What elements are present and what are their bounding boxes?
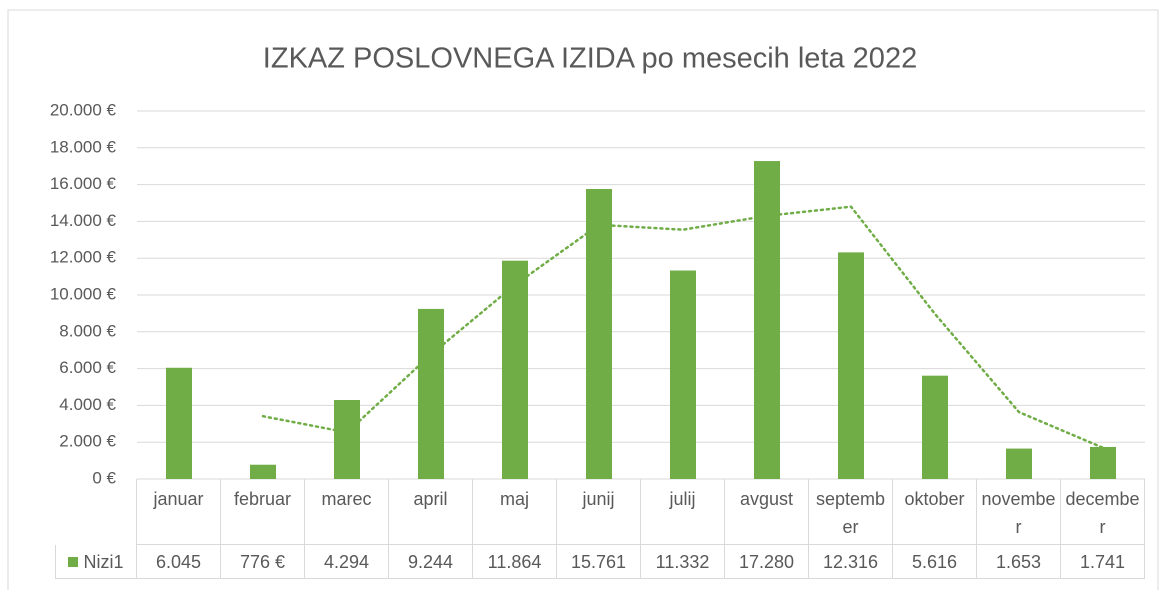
y-tick-label: 20.000 € (50, 100, 117, 119)
table-cell: 1.653 (977, 545, 1061, 579)
legend-label: Nizi1 (83, 551, 124, 572)
bar (1006, 448, 1032, 479)
y-tick-label: 0 € (92, 468, 116, 487)
table-cell: 17.280 (725, 545, 809, 579)
table-cell: junij (557, 479, 641, 545)
table-cell: 11.864 (473, 545, 557, 579)
bar (586, 188, 612, 479)
chart-border (7, 9, 1159, 590)
bar (670, 270, 696, 479)
bar (250, 464, 276, 479)
bar (334, 399, 360, 479)
table-cell: 15.761 (557, 545, 641, 579)
table-cell: september (809, 479, 893, 545)
bar (418, 308, 444, 479)
y-tick-label: 12.000 € (50, 248, 117, 267)
data-table: januar februar marec april maj junij julij avgu… (55, 479, 1145, 579)
y-tick-label: 2.000 € (59, 432, 116, 451)
trendline (261, 205, 1105, 450)
table-cell: januar (137, 479, 221, 545)
bar (1090, 446, 1116, 479)
bar (838, 252, 864, 479)
table-corner (55, 479, 137, 545)
table-cell: februar (221, 479, 305, 545)
table-cell: marec (305, 479, 389, 545)
y-tick-label: 10.000 € (50, 284, 117, 303)
bar (922, 375, 948, 479)
table-cell: 6.045 (137, 545, 221, 579)
y-tick-label: 18.000 € (50, 137, 117, 156)
chart-title: IZKAZ POSLOVNEGA IZIDA po mesecih leta 2… (263, 43, 917, 75)
y-tick-label: 14.000 € (50, 211, 117, 230)
table-cell: november (977, 479, 1061, 545)
table-cell: 5.616 (893, 545, 977, 579)
table-cell: december (1061, 479, 1145, 545)
table-cell: 11.332 (641, 545, 725, 579)
bar (754, 161, 780, 479)
table-cell: 12.316 (809, 545, 893, 579)
bar (502, 260, 528, 479)
table-cell: julij (641, 479, 725, 545)
y-tick-label: 6.000 € (59, 358, 116, 377)
table-cell: oktober (893, 479, 977, 545)
bar (166, 367, 192, 479)
y-tick-label: 16.000 € (50, 174, 117, 193)
table-cell: 1.741 (1061, 545, 1145, 579)
y-tick-label: 8.000 € (59, 321, 116, 340)
table-cell: 776 € (221, 545, 305, 579)
legend-key (68, 556, 79, 567)
table-cell: 4.294 (305, 545, 389, 579)
table-cell: april (389, 479, 473, 545)
y-tick-label: 4.000 € (59, 395, 116, 414)
table-cell: avgust (725, 479, 809, 545)
table-cell: 9.244 (389, 545, 473, 579)
table-cell: maj (473, 479, 557, 545)
table-cell: Nizi1 (55, 545, 137, 579)
